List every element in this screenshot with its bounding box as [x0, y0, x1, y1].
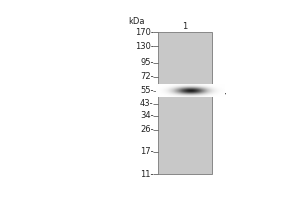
Text: 26-: 26- [140, 125, 154, 134]
Text: 34-: 34- [140, 111, 154, 120]
Text: 43-: 43- [140, 99, 154, 108]
Text: 130-: 130- [135, 42, 154, 51]
Text: 95-: 95- [140, 58, 154, 67]
Bar [158, 32, 212, 174]
Text: 1: 1 [182, 22, 188, 31]
Text: 72-: 72- [140, 72, 154, 81]
Text: kDa: kDa [128, 17, 145, 26]
Text: 17-: 17- [140, 147, 154, 156]
Text: 11-: 11- [140, 170, 154, 179]
Text: 170-: 170- [135, 28, 154, 37]
Text: 55-: 55- [140, 86, 154, 95]
